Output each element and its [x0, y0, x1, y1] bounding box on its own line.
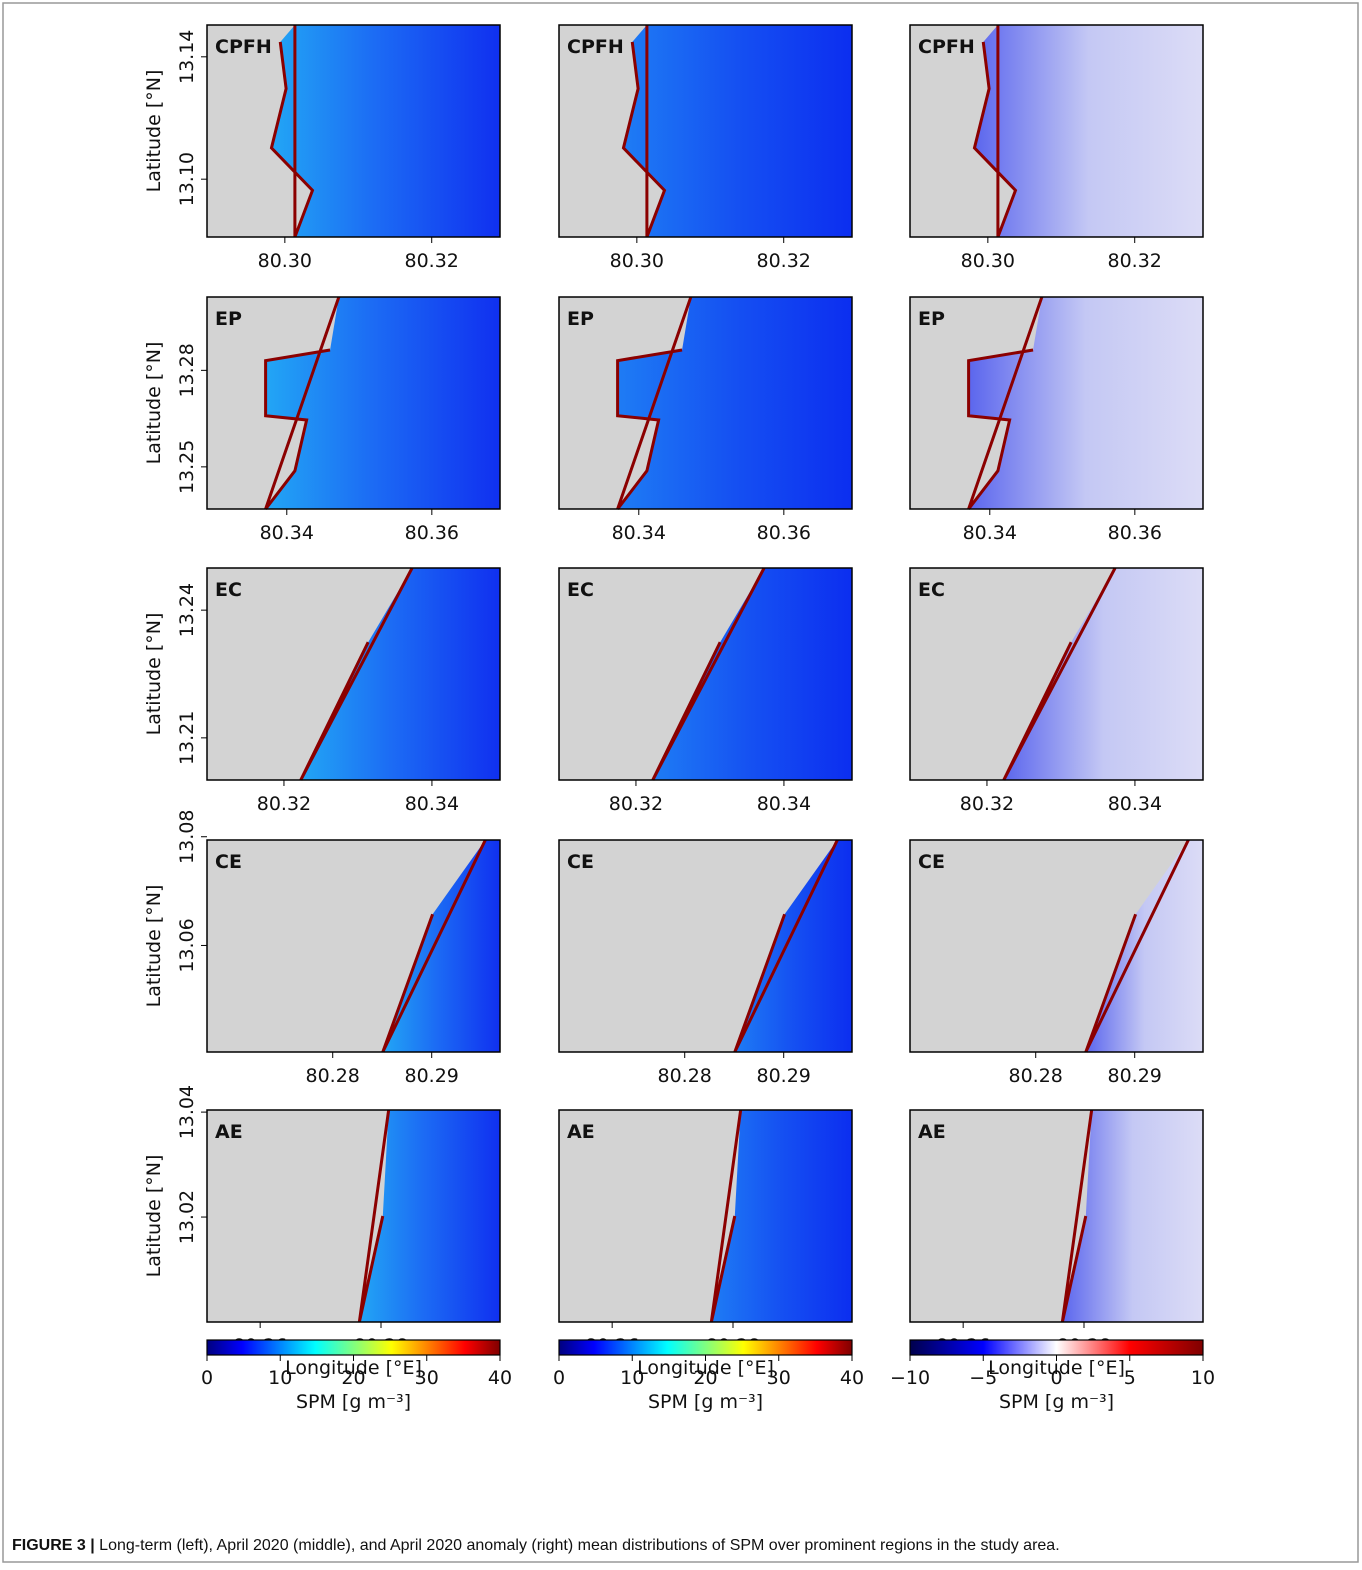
colorbar-tick-label: 40 [840, 1367, 864, 1389]
colorbar-tick-label: −10 [890, 1367, 930, 1389]
y-axis-label: Latitude [°N] [143, 70, 165, 193]
colorbar-tick-label: 40 [488, 1367, 512, 1389]
colorbar-tick-label: 10 [1191, 1367, 1215, 1389]
colorbar [559, 1340, 852, 1355]
y-tick-label: 13.24 [176, 583, 198, 637]
colorbar-tick-label: 20 [693, 1367, 717, 1389]
region-label: CPFH [567, 36, 624, 58]
x-tick-label: 80.34 [260, 522, 314, 544]
colorbar-tick-label: −5 [969, 1367, 997, 1389]
map-panel: CPFH [559, 25, 852, 237]
x-tick-label: 80.34 [612, 522, 666, 544]
x-tick-label: 80.32 [609, 793, 663, 815]
colorbar [910, 1340, 1203, 1355]
colorbar-tick-label: 10 [620, 1367, 644, 1389]
region-label: CE [567, 851, 594, 873]
x-tick-label: 80.36 [757, 522, 811, 544]
y-axis-label: Latitude [°N] [143, 885, 165, 1008]
x-tick-label: 80.34 [963, 522, 1017, 544]
x-tick-label: 80.29 [404, 1065, 458, 1087]
x-tick-label: 80.34 [757, 793, 811, 815]
colorbar-tick-label: 30 [415, 1367, 439, 1389]
y-tick-label: 13.21 [176, 711, 198, 765]
region-label: CPFH [215, 36, 272, 58]
map-panel: EP [207, 297, 500, 509]
map-panel: AE [910, 1110, 1203, 1322]
colorbar [207, 1340, 500, 1355]
y-tick-label: 13.04 [176, 1085, 198, 1139]
map-panel: AE [207, 1110, 500, 1322]
colorbar-tick-label: 30 [767, 1367, 791, 1389]
x-tick-label: 80.32 [405, 250, 459, 272]
x-tick-label: 80.28 [306, 1065, 360, 1087]
y-tick-label: 13.08 [176, 810, 198, 864]
region-label: CE [918, 851, 945, 873]
colorbar-label: SPM [g m⁻³] [999, 1391, 1114, 1413]
region-label: EP [567, 308, 594, 330]
x-tick-label: 80.30 [961, 250, 1015, 272]
region-label: AE [918, 1121, 946, 1143]
y-tick-label: 13.10 [176, 152, 198, 206]
y-axis-label: Latitude [°N] [143, 342, 165, 465]
x-tick-label: 80.29 [1107, 1065, 1161, 1087]
x-tick-label: 80.28 [1009, 1065, 1063, 1087]
caption-text: Long-term (left), April 2020 (middle), a… [95, 1537, 1060, 1554]
figure: FIGURE 3 | Long-term (left), April 2020 … [0, 0, 1362, 1566]
region-label: EP [215, 308, 242, 330]
map-panel: CE [207, 840, 500, 1052]
x-tick-label: 80.32 [257, 793, 311, 815]
caption-label: FIGURE 3 | [12, 1537, 95, 1554]
page: FIGURE 3 | Long-term (left), April 2020 … [0, 0, 1362, 1570]
map-panel: EC [910, 568, 1203, 780]
colorbar-tick-label: 0 [201, 1367, 213, 1389]
region-label: EC [215, 579, 242, 601]
x-tick-label: 80.30 [258, 250, 312, 272]
y-tick-label: 13.28 [176, 343, 198, 397]
x-tick-label: 80.30 [610, 250, 664, 272]
colorbar-tick-label: 5 [1124, 1367, 1136, 1389]
region-label: CPFH [918, 36, 975, 58]
map-panel: AE [559, 1110, 852, 1322]
y-tick-label: 13.06 [176, 918, 198, 972]
y-tick-label: 13.14 [176, 30, 198, 84]
region-label: CE [215, 851, 242, 873]
region-label: AE [567, 1121, 595, 1143]
region-label: EC [918, 579, 945, 601]
map-panel: CPFH [910, 25, 1203, 237]
y-tick-label: 13.25 [176, 440, 198, 494]
colorbar-tick-label: 0 [553, 1367, 565, 1389]
colorbar-tick-label: 10 [268, 1367, 292, 1389]
x-tick-label: 80.29 [756, 1065, 810, 1087]
map-panel: EC [559, 568, 852, 780]
x-tick-label: 80.32 [757, 250, 811, 272]
colorbar-label: SPM [g m⁻³] [296, 1391, 411, 1413]
map-panel: CE [559, 840, 852, 1052]
x-tick-label: 80.36 [405, 522, 459, 544]
y-axis-label: Latitude [°N] [143, 1155, 165, 1278]
map-panel: EP [910, 297, 1203, 509]
y-axis-label: Latitude [°N] [143, 613, 165, 736]
map-panel: EC [207, 568, 500, 780]
x-tick-label: 80.32 [960, 793, 1014, 815]
caption: FIGURE 3 | Long-term (left), April 2020 … [12, 1537, 1060, 1554]
x-tick-label: 80.28 [658, 1065, 712, 1087]
map-panel: CPFH [207, 25, 500, 237]
y-tick-label: 13.02 [176, 1190, 198, 1244]
x-tick-label: 80.34 [405, 793, 459, 815]
x-tick-label: 80.34 [1108, 793, 1162, 815]
x-tick-label: 80.32 [1108, 250, 1162, 272]
map-panel: EP [559, 297, 852, 509]
colorbar-label: SPM [g m⁻³] [648, 1391, 763, 1413]
region-label: EC [567, 579, 594, 601]
x-tick-label: 80.36 [1108, 522, 1162, 544]
colorbar-tick-label: 0 [1050, 1367, 1062, 1389]
map-panel: CE [910, 840, 1203, 1052]
colorbar-tick-label: 20 [341, 1367, 365, 1389]
region-label: EP [918, 308, 945, 330]
region-label: AE [215, 1121, 243, 1143]
